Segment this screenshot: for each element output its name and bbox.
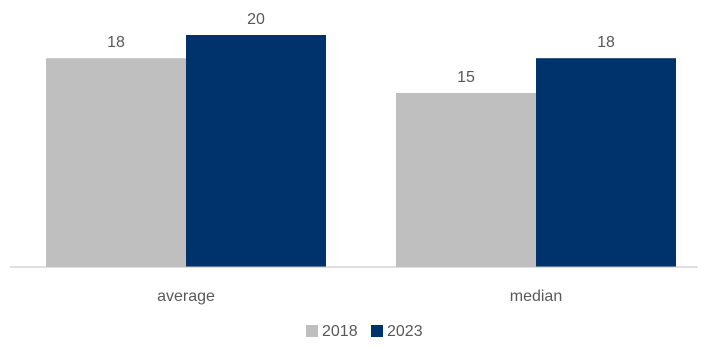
bars-layer: [46, 35, 676, 268]
bar-average-2023: [186, 35, 326, 267]
x-tick-label-average: average: [157, 288, 215, 305]
data-label-median-2018: 15: [457, 69, 475, 86]
bar-median-2023: [536, 58, 676, 268]
legend-label-2023: 2023: [387, 323, 423, 340]
x-axis-tick-labels: average median: [157, 288, 562, 305]
data-label-average-2018: 18: [107, 34, 125, 51]
legend: 2018 2023: [306, 323, 423, 340]
legend-swatch-2018: [306, 325, 318, 337]
bar-average-2018: [46, 58, 186, 268]
data-label-median-2023: 18: [597, 34, 615, 51]
data-label-average-2023: 20: [247, 11, 265, 28]
legend-label-2018: 2018: [322, 323, 358, 340]
bar-median-2018: [396, 93, 536, 267]
x-tick-label-median: median: [510, 288, 562, 305]
legend-swatch-2023: [371, 325, 383, 337]
data-labels-layer: 18 20 15 18: [107, 11, 615, 86]
